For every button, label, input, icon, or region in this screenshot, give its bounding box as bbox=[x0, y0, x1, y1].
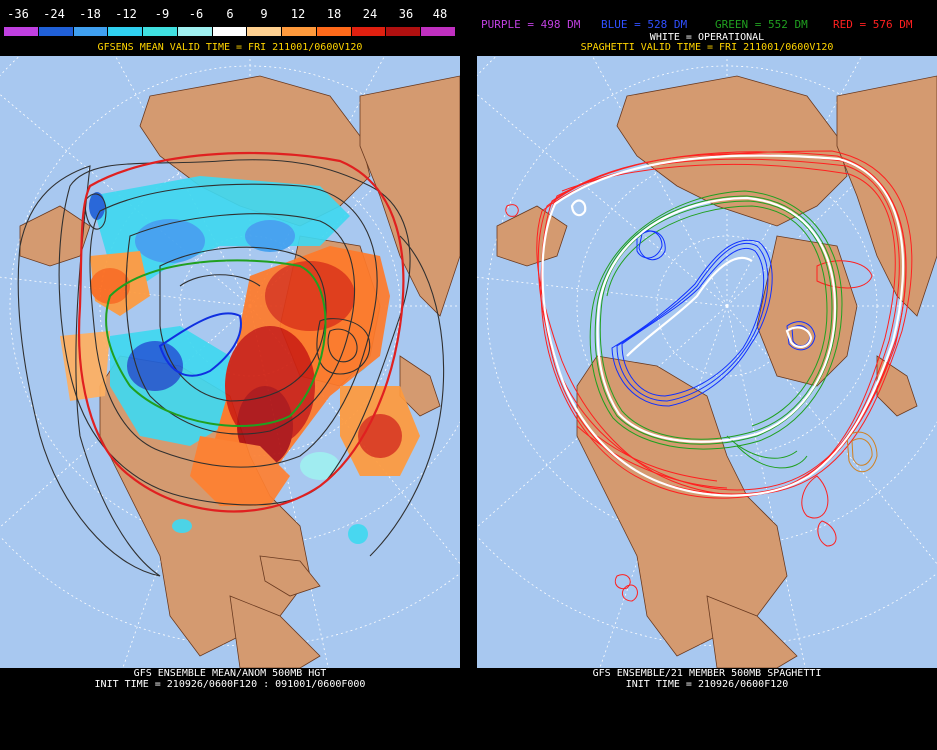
colorbar-label: -18 bbox=[79, 7, 101, 21]
colorbar-swatch bbox=[386, 27, 422, 36]
spaghetti-map bbox=[477, 56, 937, 668]
colorbar-swatch bbox=[73, 27, 109, 36]
colorbar-label: 6 bbox=[226, 7, 234, 21]
operational-label: WHITE = OPERATIONAL bbox=[649, 32, 765, 43]
green-552-spaghetti bbox=[589, 190, 843, 469]
green-552-contour bbox=[105, 259, 327, 427]
colorbar-label: 12 bbox=[290, 7, 306, 21]
colorbar-swatches bbox=[4, 27, 456, 36]
colorbar-swatch bbox=[316, 27, 352, 36]
colorbar-swatch bbox=[38, 27, 74, 36]
colorbar-label: 18 bbox=[326, 7, 342, 21]
colorbar-label: -36 bbox=[7, 7, 29, 21]
blue-528-contour bbox=[158, 312, 242, 377]
height-contours bbox=[17, 159, 445, 577]
colorbar-swatch bbox=[351, 27, 387, 36]
panel-divider bbox=[460, 0, 477, 750]
land bbox=[19, 75, 460, 668]
colorbar-swatch bbox=[177, 27, 213, 36]
colorbar-swatch bbox=[421, 27, 456, 36]
white-operational-contours bbox=[541, 154, 905, 497]
ensemble-mean-map bbox=[0, 56, 460, 668]
left-caption-1: GFS ENSEMBLE MEAN/ANOM 500MB HGT bbox=[133, 668, 327, 679]
orange-outlier-contours bbox=[846, 431, 878, 473]
colorbar-label: -24 bbox=[43, 7, 65, 21]
red-576-contour bbox=[77, 151, 405, 513]
right-valid-time: SPAGHETTI VALID TIME = FRI 211001/0600V1… bbox=[580, 42, 834, 53]
anomaly-colorbar: -36 -24 -18 -12 -9 -6 6 9 12 18 24 36 48 bbox=[4, 5, 456, 39]
left-caption-2: INIT TIME = 210926/0600F120 : 091001/060… bbox=[94, 679, 366, 690]
spaghetti-panel: PURPLE = 498 DM BLUE = 528 DM GREEN = 55… bbox=[477, 0, 937, 750]
legend-red: RED = 576 DM bbox=[833, 18, 913, 31]
colorbar-label: 9 bbox=[260, 7, 268, 21]
colorbar-swatch bbox=[4, 27, 39, 36]
legend-blue: BLUE = 528 DM bbox=[601, 18, 688, 31]
colorbar-swatch bbox=[108, 27, 144, 36]
colorbar-swatch bbox=[212, 27, 248, 36]
colorbar-swatch bbox=[143, 27, 178, 36]
colorbar-label: -6 bbox=[188, 7, 204, 21]
ensemble-mean-panel: -36 -24 -18 -12 -9 -6 6 9 12 18 24 36 48… bbox=[0, 0, 460, 750]
colorbar-label: -9 bbox=[154, 7, 170, 21]
colorbar-label: 24 bbox=[362, 7, 378, 21]
colorbar-label: -12 bbox=[115, 7, 137, 21]
left-valid-time: GFSENS MEAN VALID TIME = FRI 211001/0600… bbox=[97, 42, 363, 53]
legend-purple: PURPLE = 498 DM bbox=[481, 18, 581, 31]
colorbar-swatch bbox=[282, 27, 317, 36]
blue-528-spaghetti bbox=[611, 230, 816, 407]
right-caption-1: GFS ENSEMBLE/21 MEMBER 500MB SPAGHETTI bbox=[592, 668, 822, 679]
legend-green: GREEN = 552 DM bbox=[715, 18, 808, 31]
colorbar-label: 48 bbox=[432, 7, 448, 21]
right-caption-2: INIT TIME = 210926/0600F120 bbox=[625, 679, 789, 690]
colorbar-swatch bbox=[247, 27, 283, 36]
colorbar-label: 36 bbox=[398, 7, 414, 21]
